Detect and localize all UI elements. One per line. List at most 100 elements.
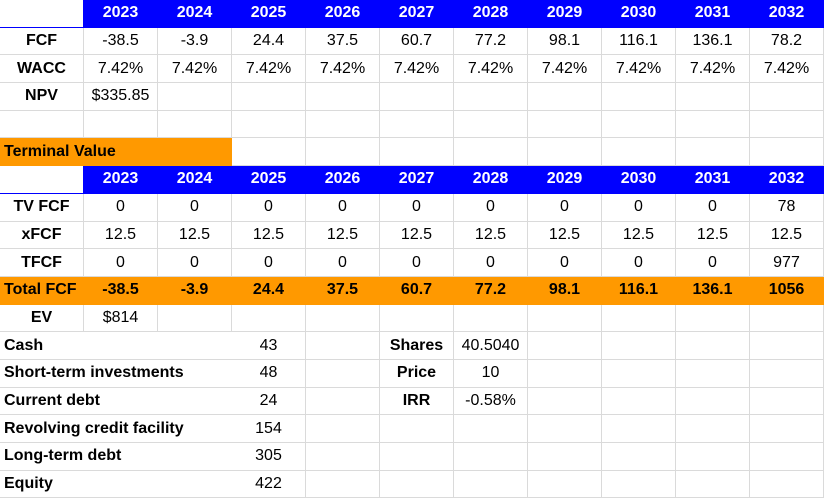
empty-cell[interactable]	[454, 443, 528, 471]
empty-cell[interactable]	[528, 110, 602, 139]
balance-value-cell[interactable]: 305	[232, 443, 306, 471]
total-fcf-value-cell[interactable]: 60.7	[380, 276, 454, 305]
total-fcf-value-cell[interactable]: 98.1	[528, 276, 602, 305]
tv-fcf-value-cell[interactable]: 0	[306, 193, 380, 222]
year-header-cell[interactable]: 2029	[528, 0, 602, 28]
xfcf-value-cell[interactable]: 12.5	[158, 221, 232, 250]
empty-cell[interactable]	[750, 387, 824, 416]
empty-cell[interactable]	[602, 415, 676, 443]
year-header-cell[interactable]: 2025	[232, 0, 306, 28]
empty-cell[interactable]	[306, 387, 380, 416]
ev-value-cell[interactable]: $814	[84, 304, 158, 333]
year-header-cell[interactable]: 2026	[306, 166, 380, 194]
empty-cell[interactable]	[750, 110, 824, 139]
year-header-cell[interactable]: 2031	[676, 0, 750, 28]
balance-label-cell[interactable]: Revolving credit facility	[0, 415, 232, 443]
empty-cell[interactable]	[602, 138, 676, 167]
header-corner-cell[interactable]	[0, 0, 84, 28]
empty-cell[interactable]	[454, 83, 528, 111]
total-fcf-value-cell[interactable]: 77.2	[454, 276, 528, 305]
empty-cell[interactable]	[306, 83, 380, 111]
empty-cell[interactable]	[158, 110, 232, 139]
empty-cell[interactable]	[676, 332, 750, 360]
tfcf-value-cell[interactable]: 0	[676, 249, 750, 277]
year-header-cell[interactable]: 2027	[380, 0, 454, 28]
empty-cell[interactable]	[676, 387, 750, 416]
metric-label-cell[interactable]: Shares	[380, 332, 454, 360]
wacc-value-cell[interactable]: 7.42%	[528, 55, 602, 84]
empty-cell[interactable]	[84, 110, 158, 139]
empty-cell[interactable]	[528, 443, 602, 471]
fcf-value-cell[interactable]: 78.2	[750, 27, 824, 56]
total-fcf-value-cell[interactable]: -3.9	[158, 276, 232, 305]
fcf-value-cell[interactable]: 60.7	[380, 27, 454, 56]
metric-label-cell[interactable]: Price	[380, 359, 454, 388]
total-fcf-value-cell[interactable]: 116.1	[602, 276, 676, 305]
total-fcf-value-cell[interactable]: 24.4	[232, 276, 306, 305]
empty-cell[interactable]	[676, 359, 750, 388]
total-fcf-value-cell[interactable]: -38.5	[84, 276, 158, 305]
empty-cell[interactable]	[750, 443, 824, 471]
empty-cell[interactable]	[454, 110, 528, 139]
empty-cell[interactable]	[602, 110, 676, 139]
fcf-value-cell[interactable]: 116.1	[602, 27, 676, 56]
metric-value-cell[interactable]: 40.5040	[454, 332, 528, 360]
fcf-value-cell[interactable]: 136.1	[676, 27, 750, 56]
balance-label-cell[interactable]: Cash	[0, 332, 232, 360]
empty-cell[interactable]	[750, 415, 824, 443]
xfcf-value-cell[interactable]: 12.5	[676, 221, 750, 250]
empty-cell[interactable]	[158, 83, 232, 111]
empty-cell[interactable]	[454, 415, 528, 443]
tfcf-value-cell[interactable]: 0	[158, 249, 232, 277]
xfcf-value-cell[interactable]: 12.5	[84, 221, 158, 250]
empty-cell[interactable]	[232, 304, 306, 333]
tfcf-value-cell[interactable]: 0	[602, 249, 676, 277]
year-header-cell[interactable]: 2025	[232, 166, 306, 194]
metric-label-cell[interactable]: IRR	[380, 387, 454, 416]
empty-cell[interactable]	[306, 304, 380, 333]
fcf-value-cell[interactable]: -3.9	[158, 27, 232, 56]
empty-cell[interactable]	[528, 138, 602, 167]
row-label-npv[interactable]: NPV	[0, 83, 84, 111]
wacc-value-cell[interactable]: 7.42%	[84, 55, 158, 84]
balance-value-cell[interactable]: 24	[232, 387, 306, 416]
year-header-cell[interactable]: 2026	[306, 0, 380, 28]
metric-value-cell[interactable]: 10	[454, 359, 528, 388]
empty-cell[interactable]	[602, 304, 676, 333]
empty-cell[interactable]	[750, 470, 824, 499]
fcf-value-cell[interactable]: 77.2	[454, 27, 528, 56]
xfcf-value-cell[interactable]: 12.5	[380, 221, 454, 250]
xfcf-value-cell[interactable]: 12.5	[750, 221, 824, 250]
year-header-cell[interactable]: 2028	[454, 0, 528, 28]
empty-cell[interactable]	[602, 359, 676, 388]
balance-value-cell[interactable]: 422	[232, 470, 306, 499]
wacc-value-cell[interactable]: 7.42%	[380, 55, 454, 84]
empty-cell[interactable]	[380, 443, 454, 471]
fcf-value-cell[interactable]: 24.4	[232, 27, 306, 56]
tv-fcf-value-cell[interactable]: 0	[602, 193, 676, 222]
tv-fcf-value-cell[interactable]: 78	[750, 193, 824, 222]
empty-cell[interactable]	[380, 83, 454, 111]
empty-cell[interactable]	[528, 83, 602, 111]
tv-fcf-value-cell[interactable]: 0	[84, 193, 158, 222]
total-fcf-value-cell[interactable]: 1056	[750, 276, 824, 305]
balance-label-cell[interactable]: Current debt	[0, 388, 232, 416]
empty-cell[interactable]	[306, 470, 380, 499]
balance-value-cell[interactable]: 48	[232, 359, 306, 388]
wacc-value-cell[interactable]: 7.42%	[306, 55, 380, 84]
empty-cell[interactable]	[0, 110, 84, 139]
wacc-value-cell[interactable]: 7.42%	[158, 55, 232, 84]
fcf-value-cell[interactable]: 37.5	[306, 27, 380, 56]
npv-value-cell[interactable]: $335.85	[84, 83, 158, 111]
empty-cell[interactable]	[454, 470, 528, 499]
terminal-value-title-pad[interactable]	[158, 138, 232, 167]
xfcf-value-cell[interactable]: 12.5	[528, 221, 602, 250]
balance-label-cell[interactable]: Equity	[0, 471, 232, 499]
tfcf-value-cell[interactable]: 977	[750, 249, 824, 277]
year-header-cell[interactable]: 2027	[380, 166, 454, 194]
empty-cell[interactable]	[528, 359, 602, 388]
wacc-value-cell[interactable]: 7.42%	[454, 55, 528, 84]
year-header-cell[interactable]: 2030	[602, 0, 676, 28]
fcf-value-cell[interactable]: -38.5	[84, 27, 158, 56]
empty-cell[interactable]	[380, 110, 454, 139]
